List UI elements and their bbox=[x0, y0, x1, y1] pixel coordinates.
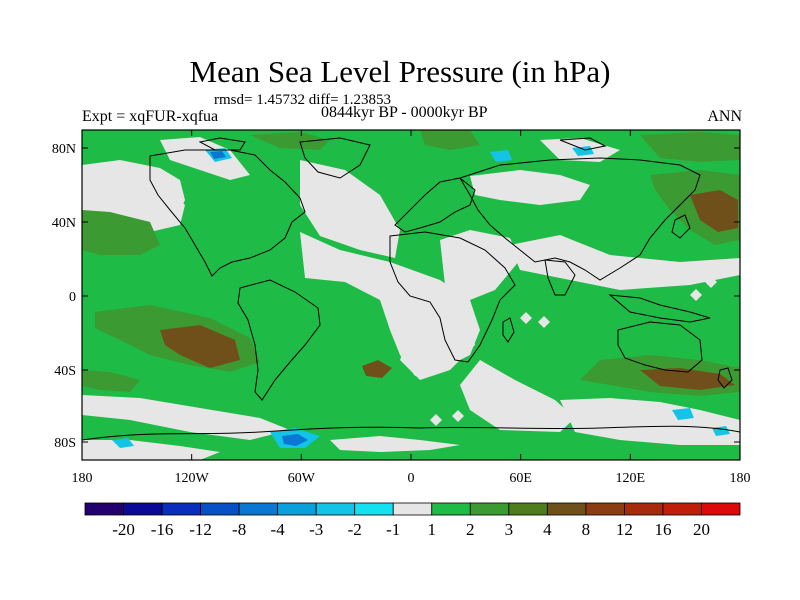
lon-tick-label: 120E bbox=[616, 471, 646, 486]
white-speckles bbox=[430, 276, 717, 426]
lon-tick-label: 0 bbox=[408, 471, 415, 486]
colorbar-label: 16 bbox=[654, 520, 671, 539]
colorbar-label: -8 bbox=[232, 520, 246, 539]
colorbar-label: -20 bbox=[112, 520, 135, 539]
time-period-label: 0844kyr BP - 0000kyr BP bbox=[321, 104, 488, 121]
colorbar-swatch bbox=[277, 502, 317, 516]
lat-tick-label: 80S bbox=[54, 436, 76, 451]
colorbar-label: 20 bbox=[693, 520, 710, 539]
colorbar-label: -16 bbox=[151, 520, 174, 539]
lon-tick-label: 120W bbox=[175, 471, 210, 486]
rmsd-diff-stats: rmsd= 1.45732 diff= 1.23853 bbox=[214, 92, 392, 108]
map-title: Mean Sea Level Pressure (in hPa) bbox=[189, 54, 611, 89]
colorbar-swatch bbox=[546, 502, 587, 516]
map-panel bbox=[82, 130, 740, 460]
lat-tick-label: 40S bbox=[54, 364, 76, 379]
lat-tick-label: 0 bbox=[69, 290, 76, 305]
colorbar-swatch bbox=[585, 502, 625, 516]
colorbar-label: 4 bbox=[543, 520, 552, 539]
colorbar-swatch bbox=[315, 502, 356, 516]
colorbar-label: 2 bbox=[466, 520, 475, 539]
colorbar-label: -3 bbox=[309, 520, 323, 539]
colorbar-swatch bbox=[354, 502, 394, 516]
colorbar-label: -12 bbox=[189, 520, 212, 539]
colorbar-label: 3 bbox=[505, 520, 514, 539]
colorbar-swatch bbox=[238, 502, 279, 516]
lon-tick-label: 60W bbox=[288, 471, 316, 486]
negative-regions bbox=[112, 146, 730, 448]
longitude-axis: 180 120W 60W 0 60E 120E 180 bbox=[72, 130, 751, 486]
lon-tick-label: 180 bbox=[72, 471, 93, 486]
colorbar-swatch bbox=[431, 502, 471, 516]
latitude-axis: 80N 40N 0 40S 80S bbox=[52, 142, 740, 451]
colorbar-swatch bbox=[624, 502, 664, 516]
experiment-label: Expt = xqFUR-xqfua bbox=[82, 108, 219, 125]
lon-tick-label: 180 bbox=[730, 471, 751, 486]
colorbar-label: 1 bbox=[428, 520, 437, 539]
colorbar-swatch bbox=[469, 502, 510, 516]
high-positive-regions bbox=[160, 190, 738, 390]
colorbar-label: -4 bbox=[271, 520, 286, 539]
colorbar: -20 -16 -12 -8 -4 -3 -2 -1 1 2 3 4 8 12 16 20 bbox=[84, 502, 741, 539]
colorbar-swatch bbox=[392, 502, 433, 516]
colorbar-label: -2 bbox=[348, 520, 362, 539]
colorbar-swatch bbox=[662, 502, 702, 516]
colorbar-label: 12 bbox=[616, 520, 633, 539]
colorbar-swatch bbox=[508, 502, 548, 516]
colorbar-label: 8 bbox=[582, 520, 591, 539]
season-label: ANN bbox=[707, 108, 742, 125]
colorbar-label: -1 bbox=[386, 520, 400, 539]
lat-tick-label: 40N bbox=[52, 216, 76, 231]
lat-tick-label: 80N bbox=[52, 142, 76, 157]
colorbar-swatch bbox=[123, 502, 163, 516]
coastlines bbox=[82, 137, 740, 441]
colorbar-swatch bbox=[200, 502, 240, 516]
colorbar-swatch bbox=[161, 502, 201, 516]
colorbar-swatch bbox=[701, 502, 741, 516]
lon-tick-label: 60E bbox=[509, 471, 532, 486]
colorbar-swatch bbox=[84, 502, 124, 516]
